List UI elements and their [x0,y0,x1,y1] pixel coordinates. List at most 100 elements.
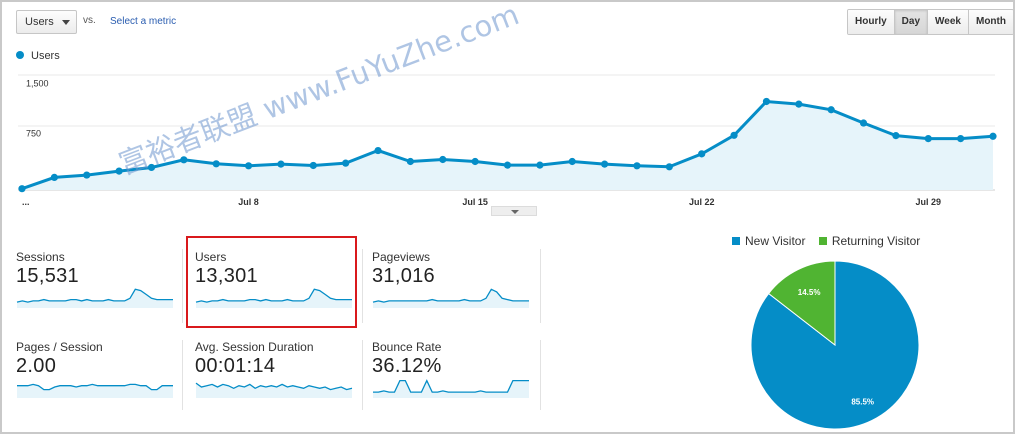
sparkline-area [196,383,352,398]
data-point[interactable] [212,160,220,168]
kpi-tile-pages-per-session[interactable]: Pages / Session 2.00 [16,340,186,415]
hourly-button[interactable]: Hourly [848,10,895,34]
data-point[interactable] [989,132,997,140]
sparkline-line [372,288,529,303]
tile-divider [540,249,541,323]
data-point[interactable] [180,156,188,164]
y-tick-label: 750 [26,128,41,138]
week-button[interactable]: Week [928,10,969,34]
tile-divider [540,340,541,410]
pie-slice-label: 85.5% [851,398,874,407]
month-button[interactable]: Month [968,10,1013,34]
legend-label: Users [31,50,60,62]
data-point[interactable] [115,167,123,175]
data-point[interactable] [633,162,641,170]
users-line-chart: 750 1,500... Jul 8 Jul 15 Jul 22 Jul 29 [18,74,997,207]
tile-divider [362,249,363,323]
data-point[interactable] [536,161,544,169]
data-point[interactable] [568,157,576,166]
data-point[interactable] [665,163,673,171]
data-point[interactable] [439,155,447,164]
kpi-value: 36.12% [372,355,442,377]
data-point[interactable] [859,119,868,127]
sparkline-area [373,289,529,308]
data-point[interactable] [827,106,835,114]
users-area-fill [22,101,993,190]
pie-slice-returning-visitor[interactable] [767,260,836,347]
select-metric-link[interactable]: Select a metric [110,16,177,27]
data-point[interactable] [924,135,932,143]
x-tick-label: Jul 8 [238,197,259,207]
pie-slice-label: 14.5% [798,288,821,297]
x-tick-label: Jul 22 [689,197,715,207]
kpi-value: 31,016 [372,265,435,287]
pie-legend-item-returning: Returning Visitor [818,234,920,248]
data-point[interactable] [309,161,317,170]
x-tick-label: Jul 15 [462,197,488,207]
day-button[interactable]: Day [894,10,929,34]
data-point[interactable] [342,159,350,167]
collapse-chart-handle[interactable] [491,206,537,216]
data-point[interactable] [601,160,609,168]
sparkline-line [16,288,173,303]
data-point[interactable] [698,150,706,158]
data-point[interactable] [406,157,414,166]
granularity-toggle: Hourly Day Week Month [847,9,1014,35]
data-point[interactable] [18,185,26,193]
sparkline-line [195,288,352,303]
kpi-label: Pageviews [372,250,431,264]
kpi-sparkline [16,288,173,308]
data-point[interactable] [147,163,156,172]
vs-label: vs. [83,15,96,26]
kpi-tile-pageviews[interactable]: Pageviews 31,016 [372,250,542,325]
kpi-tile-avg-session-duration[interactable]: Avg. Session Duration 00:01:14 [195,340,365,415]
tile-divider [362,340,363,410]
returning-visitor-swatch [818,237,827,245]
data-point[interactable] [244,162,253,170]
kpi-tile-sessions[interactable]: Sessions 15,531 [16,250,186,325]
kpi-value: 15,531 [16,265,79,287]
metric-select-value: Users [25,16,54,28]
pie-legend-item-new: New Visitor [732,234,805,248]
kpi-sparkline [195,382,353,398]
metric-select-dropdown[interactable]: Users [16,10,77,34]
sparkline-area [17,384,173,398]
data-point[interactable] [892,132,900,140]
sparkline-area [17,289,173,308]
data-point[interactable] [762,97,771,106]
kpi-sparkline [373,379,529,398]
caret-down-icon [511,210,519,214]
kpi-label: Avg. Session Duration [195,340,314,354]
kpi-label: Users [195,250,227,264]
data-point[interactable] [503,161,512,169]
data-point[interactable] [795,100,803,108]
data-point[interactable] [957,135,965,143]
kpi-label: Sessions [16,250,65,264]
kpi-value: 2.00 [16,355,57,377]
tile-divider [182,340,183,410]
kpi-value: 13,301 [195,265,258,287]
visitor-pie-chart: 85.5% 14.5% [750,260,920,430]
data-point[interactable] [730,131,738,139]
data-point[interactable] [83,171,91,179]
y-tick-label: 1,500 [26,79,49,89]
kpi-sparkline [372,288,529,308]
data-point[interactable] [374,146,382,155]
kpi-tile-users[interactable]: Users 13,301 [195,250,365,325]
sparkline-line [17,383,173,391]
kpi-sparkline [195,288,352,308]
sparkline-area [373,380,529,398]
data-point[interactable] [277,160,285,168]
sparkline-area [196,289,352,308]
data-point[interactable] [50,173,58,181]
tile-divider [182,249,183,323]
kpi-tile-bounce-rate[interactable]: Bounce Rate 36.12% [372,340,542,415]
pie-legend: New Visitor Returning Visitor [732,234,930,248]
chevron-down-icon [62,20,70,25]
chart-legend: Users [16,50,60,62]
kpi-label: Bounce Rate [372,340,442,354]
legend-dot-icon [16,51,24,59]
data-point[interactable] [471,157,479,166]
sparkline-line [373,379,529,393]
